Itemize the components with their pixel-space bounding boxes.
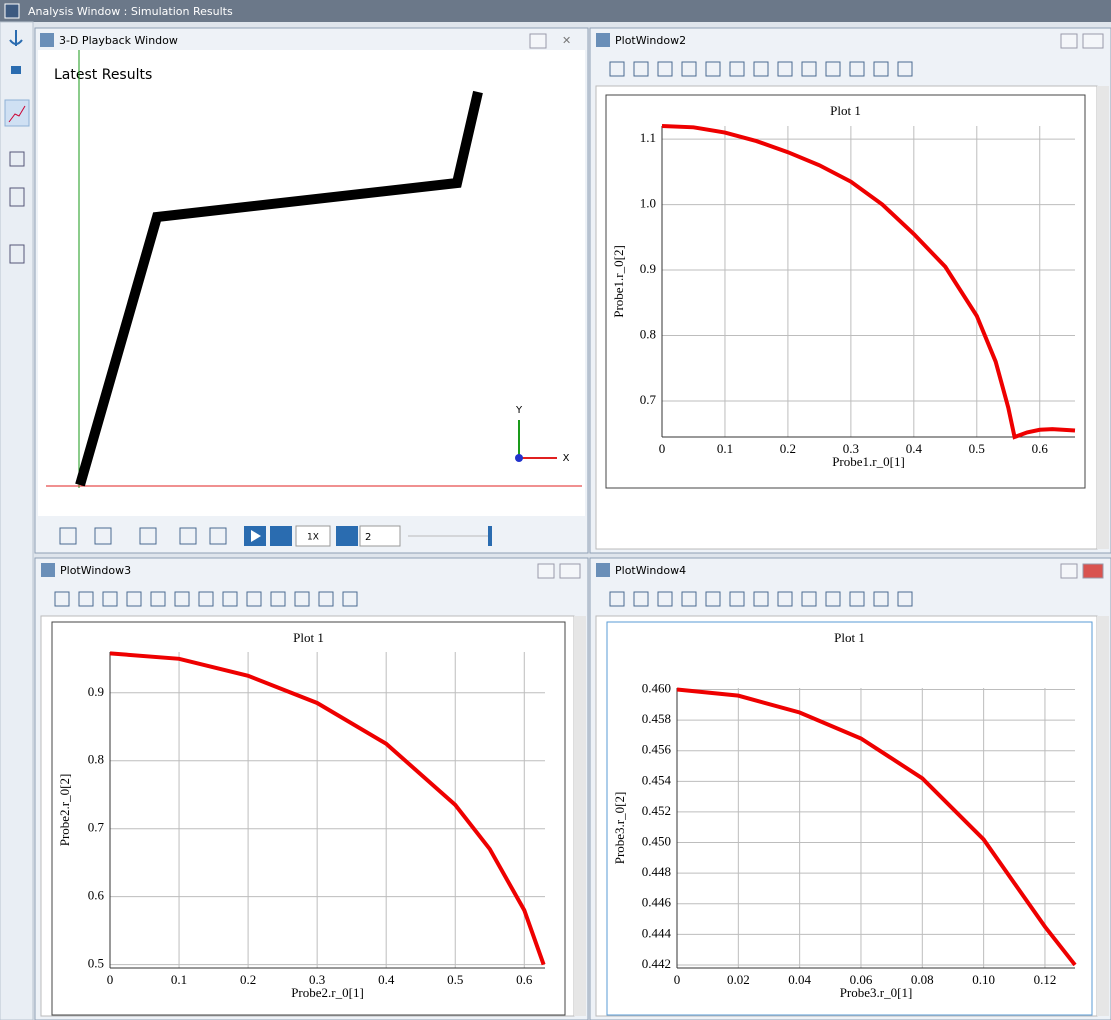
y-tick-label: 0.452: [642, 803, 671, 818]
plot-title: Plot 1: [834, 630, 865, 645]
scrollbar[interactable]: [1097, 86, 1109, 549]
window-icon: [596, 33, 610, 47]
x-tick-label: 0.5: [969, 441, 985, 456]
y-tick-label: 0.8: [640, 327, 656, 342]
x-tick-label: 0.4: [378, 972, 395, 987]
y-tick-label: 0.456: [642, 742, 672, 757]
y-tick-label: 0.444: [642, 925, 672, 940]
restore-button[interactable]: [530, 34, 546, 48]
y-axis-label: Probe3.r_0[2]: [612, 792, 627, 865]
restore-button[interactable]: [1061, 34, 1077, 48]
close-button[interactable]: [1083, 564, 1103, 578]
window-icon: [40, 33, 54, 47]
forward-button[interactable]: [336, 526, 358, 546]
triad-x-label: X: [563, 453, 570, 464]
app-icon: [5, 4, 19, 18]
triad-y-label: Y: [515, 405, 523, 416]
y-axis-label: Probe2.r_0[2]: [57, 774, 72, 847]
x-tick-label: 0: [107, 972, 114, 987]
y-tick-label: 0.454: [642, 772, 672, 787]
window-icon: [41, 563, 55, 577]
viewport: [38, 50, 585, 516]
y-tick-label: 1.0: [640, 196, 656, 211]
y-tick-label: 0.460: [642, 681, 671, 696]
scrollbar[interactable]: [1097, 616, 1109, 1016]
y-tick-label: 0.6: [88, 888, 105, 903]
page: Analysis Window : Simulation Results 3-D…: [0, 0, 1111, 1020]
restore-button[interactable]: [538, 564, 554, 578]
plot-icon[interactable]: [5, 100, 29, 126]
plot-frame: [607, 622, 1092, 1015]
rewind-button[interactable]: [270, 526, 292, 546]
x-tick-label: 0: [659, 441, 666, 456]
y-tick-label: 0.442: [642, 956, 671, 971]
y-tick-label: 0.450: [642, 834, 671, 849]
plot-window-title: PlotWindow2: [615, 34, 686, 47]
playback-title: 3-D Playback Window: [59, 34, 178, 47]
y-tick-label: 0.9: [88, 684, 104, 699]
lock-icon[interactable]: [11, 66, 21, 74]
y-tick-label: 0.5: [88, 956, 104, 971]
plot-window-title: PlotWindow3: [60, 564, 131, 577]
y-tick-label: 0.9: [640, 261, 656, 276]
results-label: Latest Results: [54, 67, 152, 83]
x-tick-label: 0.1: [171, 972, 187, 987]
triad-origin: [515, 454, 523, 462]
x-tick-label: 0.10: [972, 972, 995, 987]
y-tick-label: 0.8: [88, 752, 104, 767]
speed-label: 1X: [307, 533, 319, 543]
plot-title: Plot 1: [293, 630, 324, 645]
analysis-window: Analysis Window : Simulation Results 3-D…: [0, 0, 1111, 1020]
close-button[interactable]: [1083, 34, 1103, 48]
y-tick-label: 0.446: [642, 895, 672, 910]
x-axis-label: Probe1.r_0[1]: [832, 454, 905, 469]
restore-button[interactable]: [1061, 564, 1077, 578]
window-icon: [596, 563, 610, 577]
plot-window-title: PlotWindow4: [615, 564, 686, 577]
sidebar: [0, 22, 33, 1020]
x-tick-label: 0: [674, 972, 681, 987]
plot-frame: [52, 622, 565, 1015]
x-axis-label: Probe3.r_0[1]: [840, 985, 913, 1000]
x-tick-label: 0.04: [788, 972, 811, 987]
x-tick-label: 0.2: [780, 441, 796, 456]
y-tick-label: 0.7: [88, 820, 105, 835]
x-tick-label: 0.02: [727, 972, 750, 987]
y-tick-label: 0.7: [640, 392, 657, 407]
close-button[interactable]: [560, 564, 580, 578]
x-axis-label: Probe2.r_0[1]: [291, 985, 364, 1000]
x-tick-label: 0.2: [240, 972, 256, 987]
x-tick-label: 0.4: [906, 441, 923, 456]
close-button[interactable]: ✕: [562, 34, 571, 47]
y-tick-label: 0.458: [642, 711, 671, 726]
x-tick-label: 0.6: [1032, 441, 1049, 456]
x-tick-label: 0.5: [447, 972, 463, 987]
window-title: Analysis Window : Simulation Results: [28, 5, 233, 18]
x-tick-label: 0.12: [1034, 972, 1057, 987]
y-tick-label: 1.1: [640, 130, 656, 145]
y-axis-label: Probe1.r_0[2]: [611, 245, 626, 318]
x-tick-label: 0.1: [717, 441, 733, 456]
timeline-thumb[interactable]: [488, 526, 492, 546]
y-tick-label: 0.448: [642, 864, 671, 879]
plot-title: Plot 1: [830, 103, 861, 118]
x-tick-label: 0.08: [911, 972, 934, 987]
x-tick-label: 0.6: [516, 972, 533, 987]
frame-label: 2: [365, 532, 371, 543]
scrollbar[interactable]: [574, 616, 586, 1016]
